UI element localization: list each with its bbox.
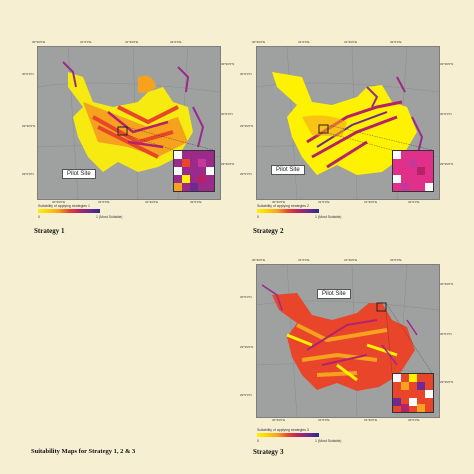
strategy-3-legend-bar <box>257 433 319 437</box>
strategy-3-top-tick: 31°30'0"E <box>344 258 358 262</box>
strategy-1-bottom-tick: 30°30'0"E <box>52 200 66 204</box>
strategy-1-top-tick: 32°0'0"E <box>170 40 182 44</box>
strategy-3-top-tick: 32°0'0"E <box>390 258 402 262</box>
strategy-1-caption: Strategy 1 <box>34 227 65 235</box>
strategy-3-suitability-layer <box>257 265 439 417</box>
strategy-3-legend-title: Suitability of applying strategies 3 <box>257 428 309 432</box>
strategy-2-legend-title: Suitability of applying strategies 2 <box>257 204 309 208</box>
strategy-2-left-tick: 30°0'0"N <box>240 72 252 76</box>
strategy-1-legend-min: 0 <box>38 215 40 219</box>
strategy-2-legend-min: 0 <box>257 215 259 219</box>
strategy-3-bottom-tick: 30°30'0"E <box>272 418 286 422</box>
strategy-1-map: Pilot Site <box>37 46 221 200</box>
strategy-3-right-tick: 30°0'0"N <box>440 332 452 336</box>
strategy-2-bottom-tick: 30°30'0"E <box>272 200 286 204</box>
strategy-2-right-tick: 30°0'0"N <box>440 112 452 116</box>
strategy-2-legend-bar <box>257 209 319 213</box>
strategy-1-right-tick: 29°30'0"N <box>221 162 235 166</box>
strategy-1-left-tick: 30°0'0"N <box>22 72 34 76</box>
strategy-3-bottom-tick: 32°0'0"E <box>408 418 420 422</box>
strategy-2-bottom-tick: 31°30'0"E <box>364 200 378 204</box>
strategy-2-right-tick: 29°30'0"N <box>440 162 454 166</box>
strategy-1-top-tick: 30°30'0"E <box>32 40 46 44</box>
strategy-1-pilot-site-inset <box>173 150 215 192</box>
strategy-2-top-tick: 31°30'0"E <box>344 40 358 44</box>
strategy-1-left-tick: 29°30'0"N <box>22 124 36 128</box>
strategy-1-bottom-tick: 31°0'0"E <box>98 200 110 204</box>
strategy-3-bottom-tick: 31°0'0"E <box>318 418 330 422</box>
strategy-1-right-tick: 30°0'0"N <box>221 112 233 116</box>
strategy-1-legend-max: 1 (Most Suitable) <box>96 215 123 219</box>
strategy-2-top-tick: 32°0'0"E <box>390 40 402 44</box>
strategy-1-top-tick: 31°30'0"E <box>125 40 139 44</box>
strategy-2-map: Pilot Site <box>256 46 440 200</box>
strategy-3-left-tick: 30°0'0"N <box>240 295 252 299</box>
strategy-3-pilot-site-label: Pilot Site <box>317 289 351 299</box>
strategy-1-left-tick: 29°0'0"N <box>22 172 34 176</box>
strategy-1-right-tick: 30°30'0"N <box>221 62 235 66</box>
strategy-2-bottom-tick: 32°0'0"E <box>408 200 420 204</box>
strategy-2-top-tick: 30°30'0"E <box>252 40 266 44</box>
strategy-3-caption: Strategy 3 <box>253 448 284 456</box>
strategy-1-bottom-tick: 32°0'0"E <box>190 200 202 204</box>
strategy-3-right-tick: 30°30'0"N <box>440 282 454 286</box>
strategy-1-suitability-layer <box>38 47 220 199</box>
strategy-1-top-tick: 31°0'0"E <box>80 40 92 44</box>
strategy-1-legend-bar <box>38 209 100 213</box>
strategy-3-legend-min: 0 <box>257 439 259 443</box>
strategy-2-top-tick: 31°0'0"E <box>298 40 310 44</box>
figure-caption: Suitability Maps for Strategy 1, 2 & 3 <box>31 448 136 455</box>
strategy-2-pilot-site-label: Pilot Site <box>271 165 305 175</box>
strategy-1-pilot-site-label: Pilot Site <box>62 169 96 179</box>
strategy-3-pilot-site-inset <box>392 373 434 413</box>
strategy-2-left-tick: 29°0'0"N <box>240 172 252 176</box>
strategy-2-right-tick: 30°30'0"N <box>440 62 454 66</box>
strategy-1-bottom-tick: 31°30'0"E <box>145 200 159 204</box>
strategy-2-pilot-site-inset <box>392 150 434 192</box>
strategy-3-bottom-tick: 31°30'0"E <box>364 418 378 422</box>
strategy-3-top-tick: 31°0'0"E <box>298 258 310 262</box>
strategy-3-top-tick: 30°30'0"E <box>252 258 266 262</box>
strategy-2-legend-max: 1 (Most Suitable) <box>315 215 342 219</box>
strategy-3-map: Pilot Site <box>256 264 440 418</box>
strategy-2-caption: Strategy 2 <box>253 227 284 235</box>
strategy-3-legend-max: 1 (Most Suitable) <box>315 439 342 443</box>
strategy-2-bottom-tick: 31°0'0"E <box>318 200 330 204</box>
strategy-3-left-tick: 29°30'0"N <box>240 345 254 349</box>
strategy-3-left-tick: 29°0'0"N <box>240 393 252 397</box>
strategy-1-legend-title: Suitability of applying strategies 1 <box>38 204 90 208</box>
strategy-3-right-tick: 29°30'0"N <box>440 380 454 384</box>
strategy-2-left-tick: 29°30'0"N <box>240 124 254 128</box>
